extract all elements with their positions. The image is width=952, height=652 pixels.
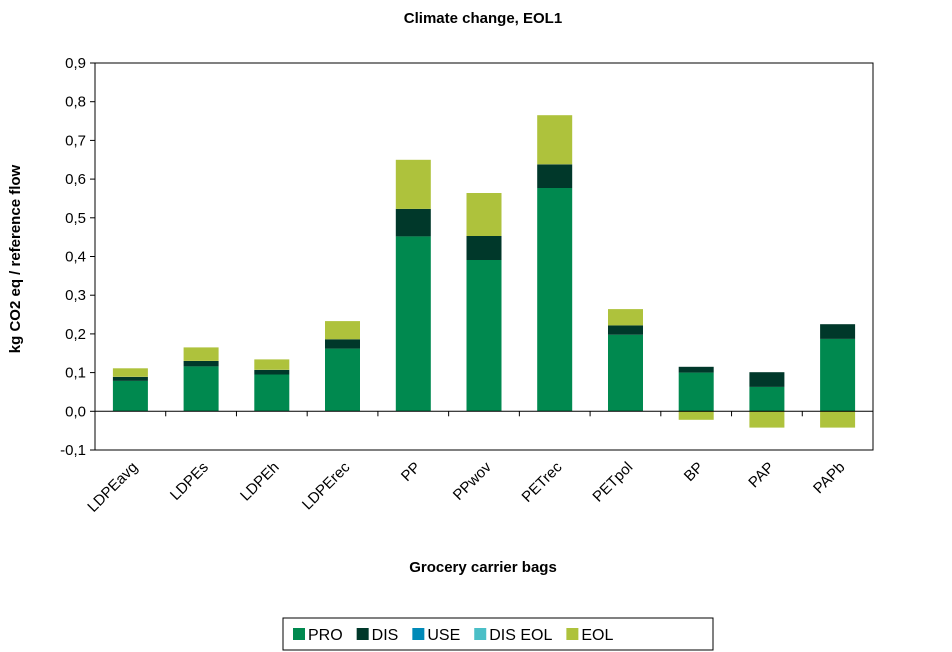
legend-swatch-dis-eol (474, 628, 487, 640)
bar-LDPEavg-pro (112, 380, 148, 412)
y-tick-label: 0,6 (65, 171, 86, 188)
x-tick-label: PETpol (589, 459, 636, 506)
y-tick-label: 0,0 (65, 403, 86, 420)
bar-LDPEh-dis (254, 369, 290, 375)
bar-PETpol-dis (608, 325, 643, 335)
bar-PETrec-eol (537, 115, 573, 165)
bar-LDPEs-pro (183, 366, 219, 412)
y-tick-label: 0,4 (65, 249, 86, 266)
bar-LDPEavg-dis (112, 376, 148, 381)
bar-LDPEh-eol (254, 359, 290, 370)
y-tick-label: 0,3 (65, 287, 86, 304)
legend-swatch-use (412, 628, 425, 640)
y-tick-labels: -0,1 0,0 0,1 0,2 0,3 0,4 0,5 0,6 0,7 0,8 0,9 (60, 55, 86, 459)
x-tick-labels: LDPEavg LDPEs LDPEh LDPErec PP PPwov PETrec PET… (84, 458, 848, 515)
bar-PETrec-pro (537, 188, 573, 412)
y-tick-label: 0,8 (65, 94, 86, 111)
bar-LDPErec-eol (325, 321, 360, 340)
bar-BP-eol (678, 411, 714, 420)
x-tick-label: LDPErec (299, 458, 354, 513)
bar-PAP-pro (749, 386, 785, 412)
legend-box (282, 617, 714, 651)
y-tick-label: 0,2 (65, 326, 86, 343)
x-tick-label: PETrec (519, 458, 566, 505)
y-tick-label: 0,7 (65, 132, 86, 149)
x-axis-label: Grocery carrier bags (409, 559, 557, 576)
bar-PP-dis (395, 208, 431, 237)
bar-PPwov-eol (466, 193, 502, 236)
bar-PP-eol (395, 159, 431, 209)
legend-label: PRO (308, 627, 343, 644)
bar-LDPEavg-eol (112, 368, 148, 377)
x-tick-label: LDPEh (237, 459, 283, 505)
y-tick-label: 0,9 (65, 55, 86, 72)
x-tick-label: LDPEs (167, 459, 212, 504)
x-tick-label: BP (681, 459, 707, 485)
bar-PAP-eol (749, 411, 785, 428)
legend-label: EOL (581, 627, 613, 644)
bar-PP-pro (395, 236, 431, 412)
y-tick-label: 0,5 (65, 210, 86, 227)
y-tick-label: 0,1 (65, 365, 86, 382)
legend: PRO DIS USE DIS EOL EOL (282, 617, 714, 651)
chart-title: Climate change, EOL1 (404, 10, 562, 27)
x-tick-label: PAP (745, 459, 777, 491)
legend-label: DIS EOL (489, 627, 552, 644)
x-tick-label: PPwov (450, 458, 495, 503)
legend-label: DIS (372, 627, 399, 644)
y-axis-label: kg CO2 eq / reference flow (7, 164, 24, 353)
x-tick-label: PAPb (810, 459, 848, 497)
bar-BP-dis (678, 366, 714, 373)
bar-PPwov-dis (466, 236, 502, 260)
bar-PETpol-pro (608, 334, 643, 412)
bar-BP-pro (678, 372, 714, 412)
x-tick-label: LDPEavg (84, 459, 141, 516)
axes (90, 62, 874, 451)
y-tick-label: -0,1 (60, 442, 86, 459)
legend-swatch-pro (293, 628, 305, 640)
bar-PPwov-pro (466, 260, 502, 412)
bar-LDPEs-eol (183, 347, 219, 361)
legend-swatch-eol (566, 628, 579, 640)
bar-LDPEh-pro (254, 374, 290, 412)
legend-label: USE (427, 627, 460, 644)
legend-swatch-dis (356, 628, 369, 640)
bar-PAPb-eol (820, 411, 856, 428)
x-tick-label: PP (398, 459, 424, 485)
bar-LDPErec-pro (325, 348, 360, 412)
bar-PETpol-eol (608, 309, 643, 326)
bar-LDPErec-dis (325, 339, 360, 349)
bar-PAPb-dis (820, 324, 856, 339)
bar-PETrec-dis (537, 164, 573, 188)
bars (112, 115, 856, 428)
bar-PAPb-pro (820, 338, 856, 412)
bar-LDPEs-dis (183, 361, 219, 367)
bar-PAP-dis (749, 372, 785, 387)
